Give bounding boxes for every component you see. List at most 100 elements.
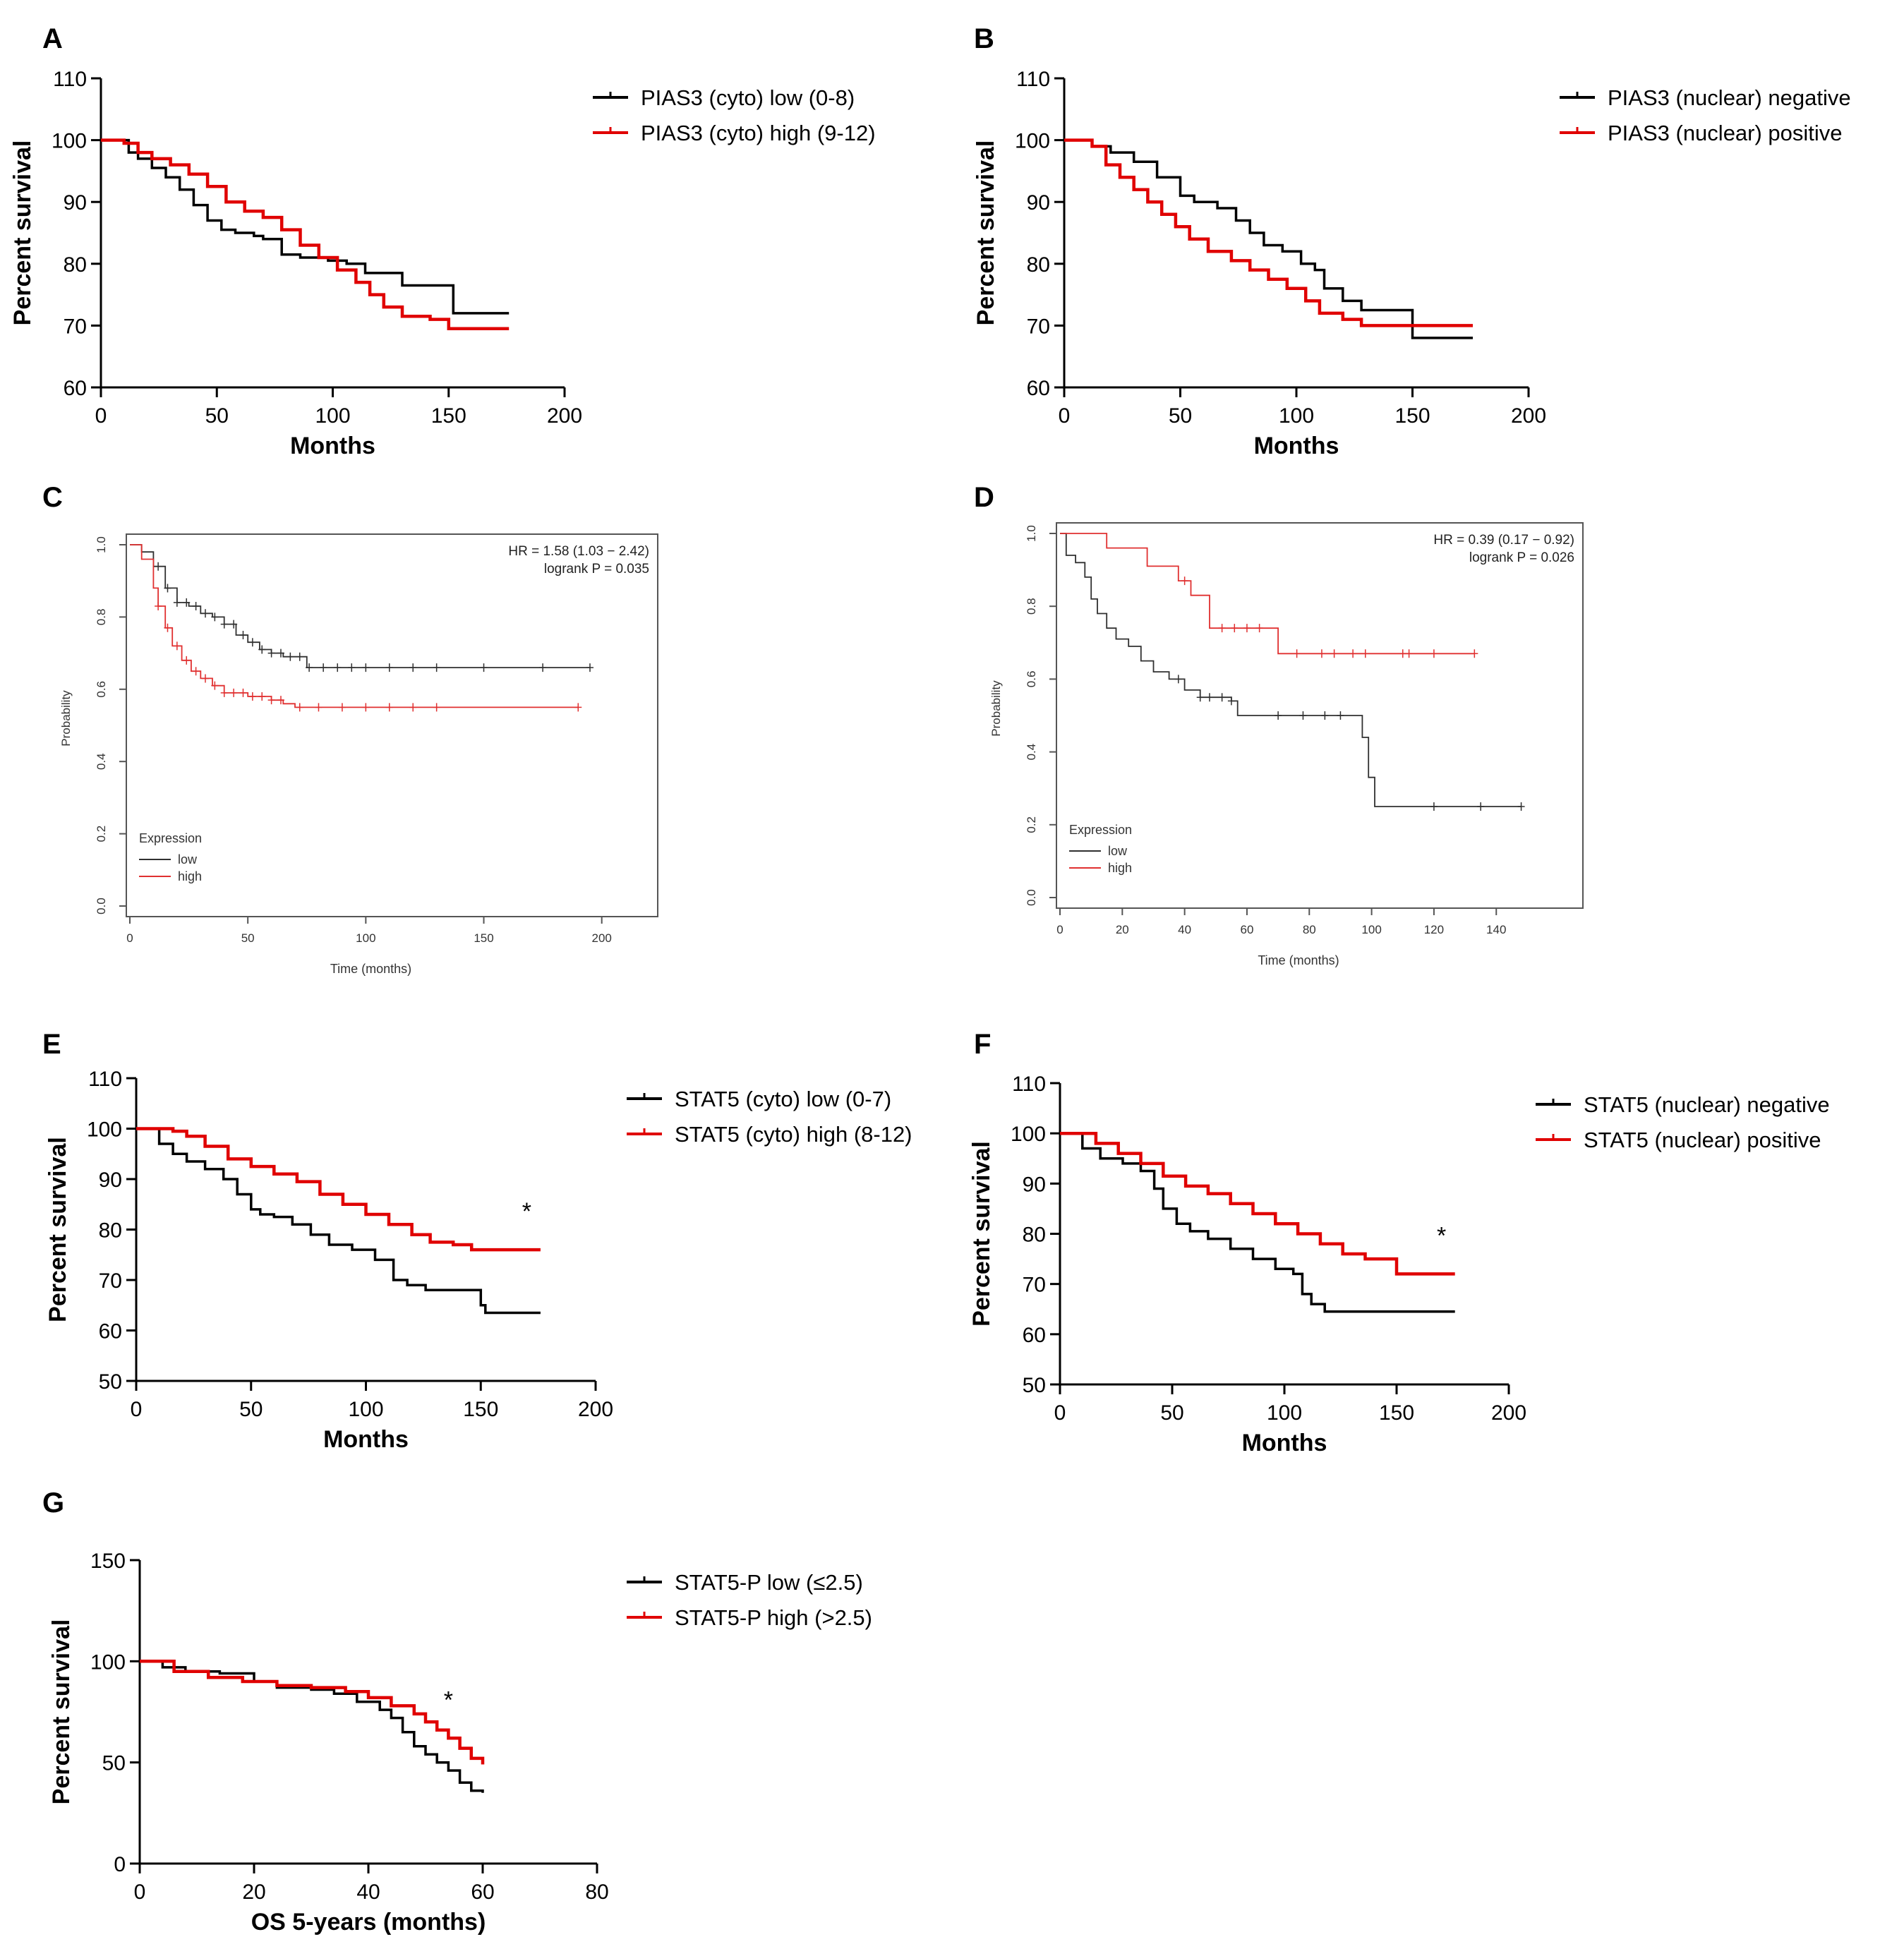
y-tick-label: 150	[90, 1550, 126, 1573]
x-tick-label: 20	[242, 1880, 265, 1904]
y-tick-label: 0.6	[95, 681, 108, 698]
panel-label: G	[42, 1487, 64, 1519]
y-tick-label: 100	[87, 1118, 122, 1142]
censor-mark	[1231, 624, 1239, 633]
y-tick-label: 70	[1027, 315, 1050, 338]
censor-mark	[1405, 649, 1413, 658]
panel-a: A 60 70 80 90 100 110 0 50 100 150 200 Months Percent…	[9, 23, 876, 459]
legend-label-high: high	[1108, 861, 1132, 875]
censor-mark	[409, 703, 417, 712]
x-tick-label: 50	[1160, 1401, 1183, 1425]
x-tick-label: 60	[471, 1880, 494, 1904]
censor-mark	[211, 612, 219, 622]
censor-mark	[192, 667, 200, 676]
y-tick-label: 90	[64, 191, 87, 215]
y-axis-label: Percent survival	[44, 1137, 71, 1322]
plot-frame	[126, 533, 658, 917]
censor-mark	[248, 638, 256, 647]
x-tick-label: 50	[205, 404, 229, 428]
censor-mark	[409, 663, 417, 672]
y-axis-label: Percent survival	[968, 1141, 995, 1327]
series-line-1	[1064, 138, 1473, 339]
panel-label: E	[42, 1029, 61, 1060]
x-tick-label: 40	[1178, 923, 1191, 936]
significance-asterisk: *	[444, 1686, 453, 1713]
censor-mark	[1205, 693, 1213, 702]
y-tick-label: 110	[1012, 1073, 1046, 1096]
panel-label: F	[974, 1029, 991, 1060]
y-tick-label: 0.8	[1025, 598, 1038, 615]
panel-label: B	[974, 23, 994, 54]
censor-mark	[1430, 802, 1438, 811]
x-tick-label: 200	[592, 931, 612, 945]
censor-mark	[258, 645, 266, 654]
censor-mark	[201, 674, 209, 683]
legend-label-2: PIAS3 (nuclear) positive	[1608, 121, 1843, 145]
censor-mark	[433, 663, 440, 672]
y-tick-label: 50	[99, 1370, 122, 1394]
x-tick-label: 100	[1267, 1401, 1302, 1425]
censor-mark	[385, 663, 393, 672]
x-tick-label: 100	[356, 931, 375, 945]
y-tick-label: 110	[1016, 68, 1050, 91]
censor-mark	[1471, 649, 1478, 658]
censor-mark	[211, 681, 219, 690]
y-axis-label: Percent survival	[9, 140, 36, 326]
y-tick-label: 90	[99, 1169, 122, 1192]
censor-mark	[1477, 802, 1485, 811]
x-axis-label: Time (months)	[1258, 953, 1339, 967]
series-line-2	[1064, 138, 1473, 327]
x-tick-label: 150	[1394, 404, 1430, 428]
y-tick-label: 80	[99, 1219, 122, 1243]
x-tick-label: 0	[95, 404, 107, 428]
y-axis-label: Probability	[989, 680, 1003, 737]
x-tick-label: 80	[585, 1880, 608, 1904]
censor-mark	[586, 663, 594, 672]
y-tick-label: 80	[64, 253, 87, 277]
y-tick-label: 70	[64, 315, 87, 338]
legend-label-2: STAT5-P high (>2.5)	[675, 1605, 872, 1630]
censor-mark	[1218, 693, 1226, 702]
series-line-2	[101, 138, 510, 331]
panel-g: G 0 50 100 150 0 20 40 60 80 OS 5-years (months) Pe…	[42, 1487, 872, 1936]
censor-mark	[1399, 649, 1406, 658]
censor-mark	[173, 598, 181, 607]
series-line-1	[136, 1127, 541, 1315]
legend-label-2: STAT5 (cyto) high (8-12)	[675, 1122, 912, 1147]
x-tick-label: 200	[578, 1398, 613, 1421]
censor-mark	[1337, 711, 1344, 720]
y-tick-label: 0.4	[1025, 744, 1038, 761]
y-tick-label: 0.0	[1025, 889, 1038, 906]
censor-mark	[267, 648, 275, 658]
y-tick-label: 60	[1023, 1324, 1046, 1347]
series-line-1	[1060, 1132, 1455, 1313]
x-tick-label: 150	[463, 1398, 498, 1421]
censor-mark	[267, 696, 275, 705]
y-tick-label: 90	[1023, 1173, 1046, 1196]
censor-mark	[1181, 576, 1188, 586]
x-tick-label: 0	[126, 931, 133, 945]
series-line-low	[1060, 533, 1522, 807]
censor-mark	[315, 703, 323, 712]
legend-title: Expression	[139, 831, 202, 845]
y-tick-label: 0.4	[95, 753, 108, 770]
x-tick-label: 200	[1511, 404, 1546, 428]
x-tick-label: 200	[547, 404, 582, 428]
censor-mark	[1218, 624, 1226, 633]
x-axis-label: OS 5-years (months)	[251, 1909, 486, 1936]
x-tick-label: 50	[241, 931, 255, 945]
censor-mark	[277, 648, 284, 658]
censor-mark	[1330, 649, 1338, 658]
x-tick-label: 150	[1379, 1401, 1414, 1425]
y-tick-label: 50	[102, 1752, 126, 1775]
series-line-2	[136, 1127, 541, 1252]
y-tick-label: 50	[1023, 1374, 1046, 1397]
panel-d: D 0.0 0.2 0.4 0.6 0.8 1.0 0 20 40 60 80 100 120 140 Tim…	[974, 482, 1584, 967]
censor-mark	[1299, 711, 1307, 720]
x-tick-label: 150	[431, 404, 466, 428]
x-tick-label: 0	[134, 1880, 146, 1904]
legend-label-1: STAT5 (cyto) low (0-7)	[675, 1087, 891, 1111]
y-tick-label: 100	[52, 130, 87, 153]
y-tick-label: 70	[1023, 1274, 1046, 1297]
censor-mark	[348, 663, 356, 672]
